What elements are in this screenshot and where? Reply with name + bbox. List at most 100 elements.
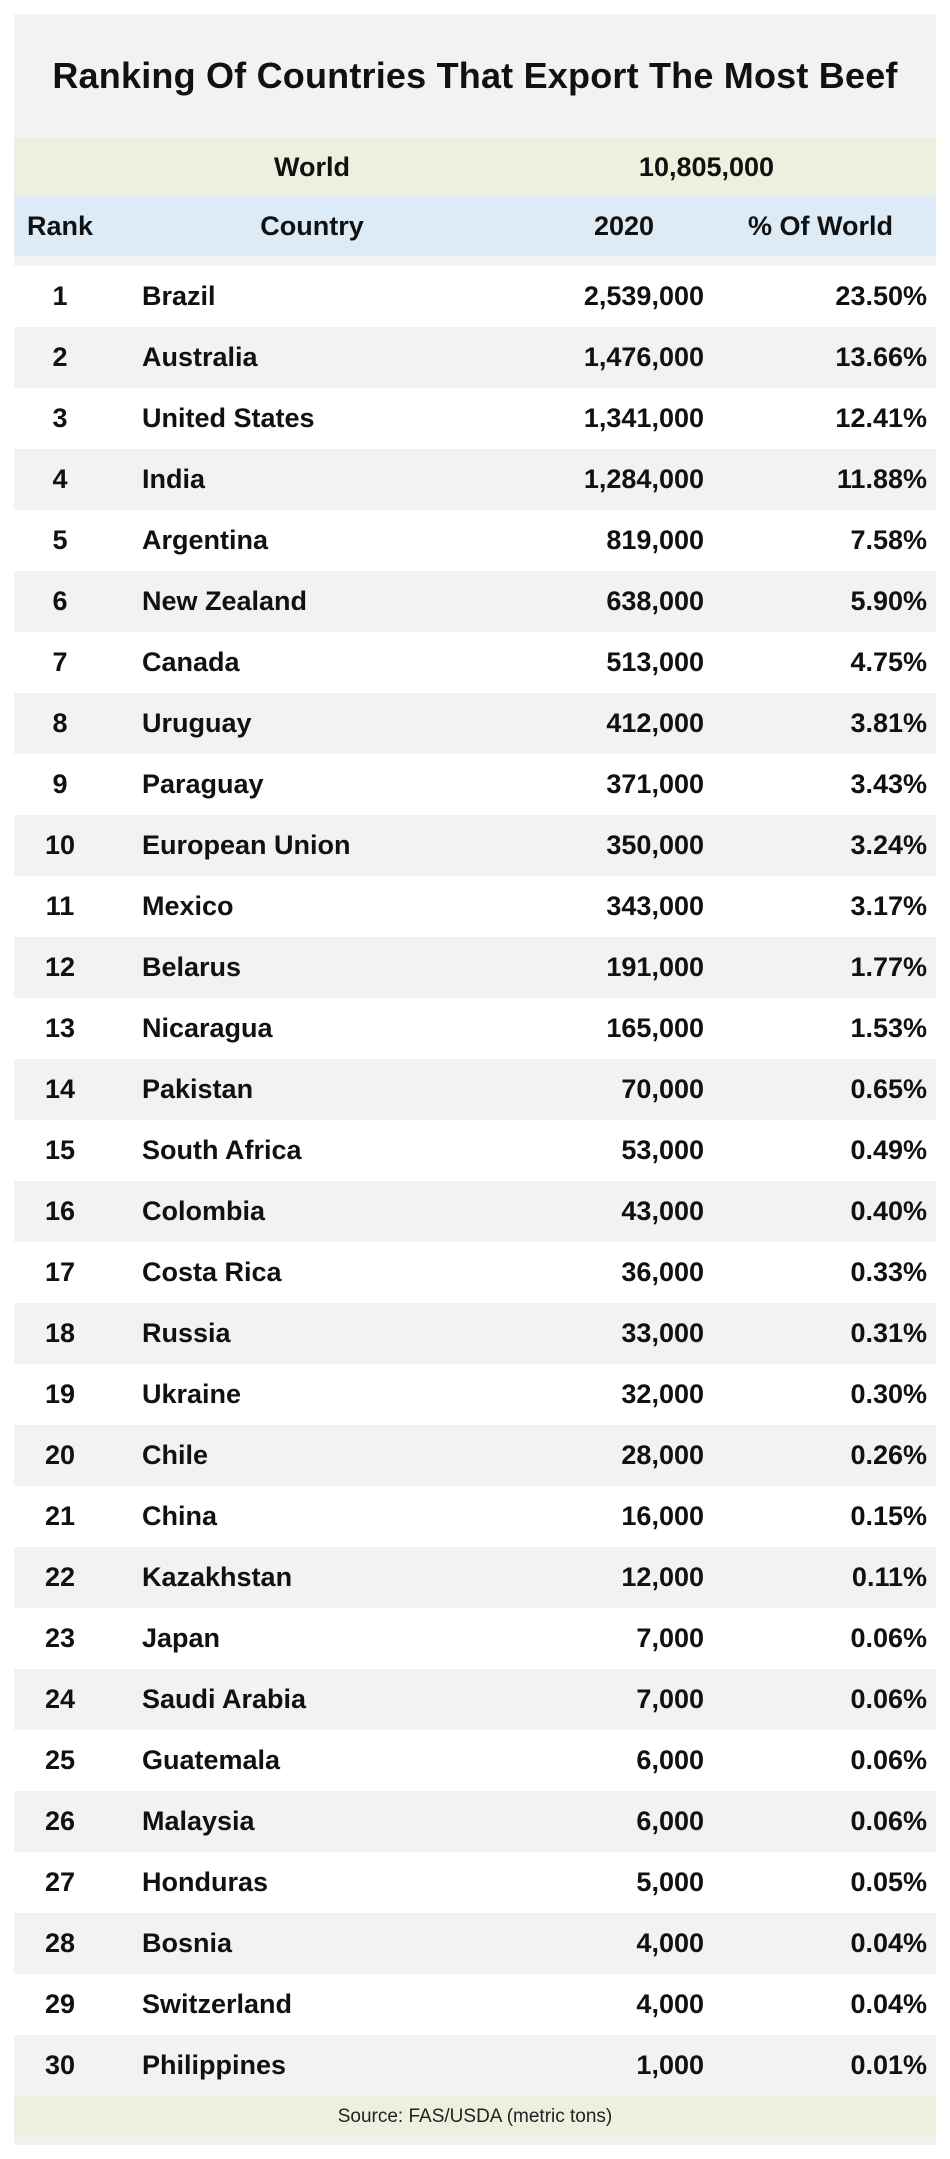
cell-country: Philippines bbox=[142, 2050, 287, 2080]
cell-pct-of-world: 0.26% bbox=[850, 1440, 927, 1470]
table-row: 28 Bosnia 4,000 0.04% bbox=[14, 1913, 936, 1974]
cell-pct-of-world: 0.06% bbox=[850, 1806, 927, 1836]
cell-exports-2020: 343,000 bbox=[606, 891, 704, 921]
table-row: 27 Honduras 5,000 0.05% bbox=[14, 1852, 936, 1913]
cell-country: China bbox=[142, 1501, 218, 1531]
cell-rank: 2 bbox=[52, 342, 68, 372]
cell-pct-of-world: 0.06% bbox=[850, 1623, 927, 1653]
beef-export-table: Ranking Of Countries That Export The Mos… bbox=[14, 14, 936, 2145]
cell-rank: 24 bbox=[44, 1684, 76, 1714]
cell-rank: 18 bbox=[44, 1318, 76, 1348]
cell-country: Brazil bbox=[142, 281, 216, 311]
table-title: Ranking Of Countries That Export The Mos… bbox=[52, 55, 898, 96]
cell-rank: 3 bbox=[52, 403, 68, 433]
table-row: 17 Costa Rica 36,000 0.33% bbox=[14, 1242, 936, 1303]
cell-pct-of-world: 3.24% bbox=[850, 830, 927, 860]
cell-pct-of-world: 0.04% bbox=[850, 1989, 927, 2019]
cell-rank: 30 bbox=[44, 2050, 76, 2080]
cell-country: Honduras bbox=[142, 1867, 269, 1897]
table-row: 6 New Zealand 638,000 5.90% bbox=[14, 571, 936, 632]
cell-pct-of-world: 0.40% bbox=[850, 1196, 927, 1226]
cell-exports-2020: 5,000 bbox=[636, 1867, 704, 1897]
cell-exports-2020: 12,000 bbox=[621, 1562, 704, 1592]
cell-country: New Zealand bbox=[142, 586, 308, 616]
source-note: Source: FAS/USDA (metric tons) bbox=[14, 2096, 936, 2137]
header-rank: Rank bbox=[26, 211, 94, 241]
cell-exports-2020: 6,000 bbox=[636, 1745, 704, 1775]
cell-country: Malaysia bbox=[142, 1806, 255, 1836]
table-row: 13 Nicaragua 165,000 1.53% bbox=[14, 998, 936, 1059]
cell-exports-2020: 513,000 bbox=[606, 647, 704, 677]
cell-rank: 11 bbox=[45, 891, 75, 921]
cell-exports-2020: 1,341,000 bbox=[583, 403, 704, 433]
cell-rank: 14 bbox=[44, 1074, 76, 1104]
cell-pct-of-world: 23.50% bbox=[835, 281, 927, 311]
table-row: 22 Kazakhstan 12,000 0.11% bbox=[14, 1547, 936, 1608]
cell-exports-2020: 1,000 bbox=[636, 2050, 704, 2080]
table-row: 19 Ukraine 32,000 0.30% bbox=[14, 1364, 936, 1425]
cell-country: Canada bbox=[142, 647, 240, 677]
cell-country: Switzerland bbox=[142, 1989, 293, 2019]
cell-pct-of-world: 3.43% bbox=[850, 769, 927, 799]
table-row: 16 Colombia 43,000 0.40% bbox=[14, 1181, 936, 1242]
cell-country: Ukraine bbox=[142, 1379, 242, 1409]
table-row: 10 European Union 350,000 3.24% bbox=[14, 815, 936, 876]
cell-rank: 16 bbox=[44, 1196, 76, 1226]
cell-pct-of-world: 13.66% bbox=[835, 342, 927, 372]
table-row: 24 Saudi Arabia 7,000 0.06% bbox=[14, 1669, 936, 1730]
cell-pct-of-world: 12.41% bbox=[835, 403, 927, 433]
table-row: 30 Philippines 1,000 0.01% bbox=[14, 2035, 936, 2096]
table-row: 14 Pakistan 70,000 0.65% bbox=[14, 1059, 936, 1120]
cell-country: Pakistan bbox=[142, 1074, 254, 1104]
world-value: 10,805,000 bbox=[638, 152, 775, 182]
cell-exports-2020: 16,000 bbox=[621, 1501, 704, 1531]
table-row: 29 Switzerland 4,000 0.04% bbox=[14, 1974, 936, 2035]
cell-rank: 25 bbox=[44, 1745, 76, 1775]
cell-rank: 23 bbox=[44, 1623, 76, 1653]
cell-exports-2020: 6,000 bbox=[636, 1806, 704, 1836]
cell-country: Belarus bbox=[142, 952, 242, 982]
cell-pct-of-world: 0.06% bbox=[850, 1684, 927, 1714]
cell-rank: 28 bbox=[44, 1928, 76, 1958]
cell-exports-2020: 32,000 bbox=[621, 1379, 704, 1409]
cell-exports-2020: 191,000 bbox=[606, 952, 704, 982]
cell-exports-2020: 36,000 bbox=[621, 1257, 704, 1287]
table-row: 5 Argentina 819,000 7.58% bbox=[14, 510, 936, 571]
cell-country: Bosnia bbox=[142, 1928, 233, 1958]
cell-country: Mexico bbox=[142, 891, 234, 921]
table-row: 1 Brazil 2,539,000 23.50% bbox=[14, 266, 936, 327]
cell-country: India bbox=[142, 464, 206, 494]
table-row: 11 Mexico 343,000 3.17% bbox=[14, 876, 936, 937]
cell-rank: 1 bbox=[52, 281, 68, 311]
cell-exports-2020: 1,476,000 bbox=[583, 342, 704, 372]
cell-rank: 19 bbox=[44, 1379, 76, 1409]
header-pct-of-world: % Of World bbox=[748, 211, 893, 241]
table-row: 15 South Africa 53,000 0.49% bbox=[14, 1120, 936, 1181]
cell-exports-2020: 33,000 bbox=[621, 1318, 704, 1348]
cell-pct-of-world: 0.05% bbox=[850, 1867, 927, 1897]
cell-pct-of-world: 1.77% bbox=[850, 952, 927, 982]
cell-exports-2020: 7,000 bbox=[636, 1623, 704, 1653]
cell-exports-2020: 70,000 bbox=[621, 1074, 704, 1104]
table-row: 26 Malaysia 6,000 0.06% bbox=[14, 1791, 936, 1852]
cell-pct-of-world: 0.04% bbox=[850, 1928, 927, 1958]
cell-country: European Union bbox=[142, 830, 351, 860]
table-row: 23 Japan 7,000 0.06% bbox=[14, 1608, 936, 1669]
cell-rank: 15 bbox=[44, 1135, 76, 1165]
cell-rank: 21 bbox=[44, 1501, 76, 1531]
cell-country: Russia bbox=[142, 1318, 231, 1348]
cell-rank: 20 bbox=[44, 1440, 76, 1470]
cell-pct-of-world: 0.65% bbox=[850, 1074, 927, 1104]
cell-exports-2020: 43,000 bbox=[621, 1196, 704, 1226]
table-row: 2 Australia 1,476,000 13.66% bbox=[14, 327, 936, 388]
cell-country: South Africa bbox=[142, 1135, 302, 1165]
cell-exports-2020: 53,000 bbox=[621, 1135, 704, 1165]
cell-rank: 22 bbox=[44, 1562, 76, 1592]
cell-rank: 10 bbox=[44, 830, 76, 860]
world-label: World bbox=[274, 152, 350, 182]
cell-exports-2020: 638,000 bbox=[606, 586, 704, 616]
cell-exports-2020: 4,000 bbox=[636, 1928, 704, 1958]
cell-rank: 4 bbox=[52, 464, 68, 494]
cell-country: United States bbox=[142, 403, 315, 433]
cell-exports-2020: 350,000 bbox=[606, 830, 704, 860]
